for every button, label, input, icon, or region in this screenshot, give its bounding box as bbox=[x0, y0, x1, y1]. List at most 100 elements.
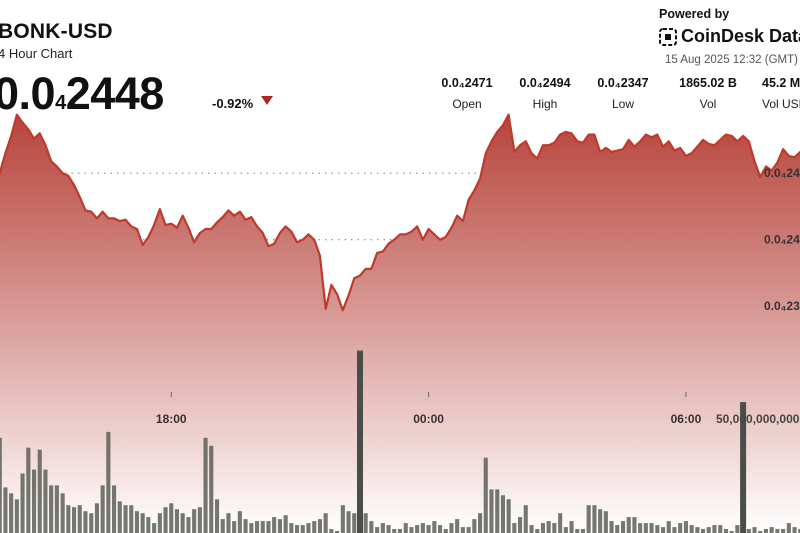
price-axis-label: 0.0₄23 bbox=[764, 299, 800, 313]
volume-bar bbox=[661, 527, 666, 533]
volume-bar bbox=[592, 505, 597, 533]
volume-bar bbox=[335, 531, 340, 533]
volume-bar bbox=[735, 525, 740, 533]
volume-bar bbox=[500, 495, 505, 533]
volume-bar bbox=[466, 527, 471, 533]
volume-bar bbox=[32, 469, 37, 533]
volume-bar bbox=[157, 513, 162, 533]
volume-bar bbox=[752, 527, 757, 533]
volume-bar bbox=[3, 487, 8, 533]
volume-bar bbox=[152, 523, 157, 533]
volume-bar bbox=[60, 493, 65, 533]
volume-bar bbox=[9, 493, 14, 533]
volume-bar bbox=[83, 511, 88, 533]
volume-bar bbox=[518, 517, 523, 533]
volume-bar bbox=[672, 527, 677, 533]
volume-bar bbox=[758, 531, 763, 533]
volume-bar bbox=[701, 529, 706, 533]
price-axis-label: 0.0₄24 bbox=[764, 233, 800, 247]
stat-open-value: 0.0₄2471 bbox=[441, 76, 493, 90]
volume-bar bbox=[523, 505, 528, 533]
time-tick-label: 18:00 bbox=[156, 412, 187, 426]
volume-bar bbox=[43, 469, 48, 533]
volume-bar bbox=[312, 521, 317, 533]
volume-bar bbox=[575, 529, 580, 533]
volume-bar bbox=[20, 473, 25, 533]
volume-bar bbox=[0, 437, 2, 533]
volume-bar bbox=[169, 503, 174, 533]
volume-bar bbox=[146, 517, 151, 533]
volume-bar bbox=[580, 529, 585, 533]
coindesk-data-logo[interactable]: CoinDesk Data bbox=[659, 26, 800, 47]
volume-bar bbox=[386, 525, 391, 533]
volume-bar bbox=[197, 507, 202, 533]
volume-bar bbox=[346, 511, 351, 533]
volume-bar bbox=[552, 523, 557, 533]
volume-bar bbox=[249, 523, 254, 533]
time-tick-label: 06:00 bbox=[671, 412, 702, 426]
volume-bar bbox=[266, 521, 271, 533]
volume-bar bbox=[683, 521, 688, 533]
volume-bars bbox=[0, 350, 800, 533]
volume-bar bbox=[540, 523, 545, 533]
volume-bar bbox=[712, 525, 717, 533]
volume-bar bbox=[220, 519, 225, 533]
stat-high: 0.0₄2494 High bbox=[519, 76, 571, 111]
volume-bar bbox=[706, 527, 711, 533]
volume-bar bbox=[77, 505, 82, 533]
volume-bar bbox=[317, 519, 322, 533]
volume-bar bbox=[232, 521, 237, 533]
volume-bar bbox=[718, 525, 723, 533]
current-price: 0.042448 bbox=[0, 68, 164, 120]
volume-bar bbox=[723, 529, 728, 533]
volume-bar bbox=[609, 521, 614, 533]
volume-bar bbox=[695, 527, 700, 533]
volume-bar bbox=[260, 521, 265, 533]
brand-name: CoinDesk Data bbox=[681, 26, 800, 46]
volume-bar bbox=[295, 525, 300, 533]
volume-bar bbox=[174, 509, 179, 533]
volume-bar bbox=[66, 505, 71, 533]
stat-low: 0.0₄2347 Low bbox=[597, 76, 649, 111]
volume-bar bbox=[489, 489, 494, 533]
volume-bar bbox=[478, 513, 483, 533]
volume-bar bbox=[769, 527, 774, 533]
volume-bar bbox=[546, 521, 551, 533]
volume-bar bbox=[272, 517, 277, 533]
volume-bar bbox=[375, 527, 380, 533]
volume-bar bbox=[655, 525, 660, 533]
volume-bar bbox=[134, 511, 139, 533]
volume-bar bbox=[781, 529, 786, 533]
price-change: -0.92% bbox=[212, 96, 254, 111]
volume-bar bbox=[558, 513, 563, 533]
volume-bar bbox=[621, 521, 626, 533]
volume-bar bbox=[323, 513, 328, 533]
volume-bar bbox=[352, 513, 357, 533]
volume-bar bbox=[112, 485, 117, 533]
volume-bar bbox=[798, 529, 800, 533]
volume-bar bbox=[300, 525, 305, 533]
volume-bar bbox=[237, 511, 242, 533]
pair-title: BONK-USD bbox=[0, 20, 113, 43]
volume-bar bbox=[586, 505, 591, 533]
volume-bar bbox=[72, 507, 77, 533]
coindesk-logo-icon bbox=[659, 27, 677, 46]
volume-bar bbox=[306, 523, 311, 533]
volume-bar bbox=[37, 449, 42, 533]
stat-high-label: High bbox=[532, 97, 558, 111]
volume-bar bbox=[277, 519, 282, 533]
volume-bar bbox=[535, 529, 540, 533]
volume-bar bbox=[763, 529, 768, 533]
volume-bar bbox=[100, 485, 105, 533]
volume-spike-bar bbox=[740, 402, 747, 533]
volume-bar bbox=[106, 431, 111, 533]
volume-bar bbox=[363, 513, 368, 533]
stat-vol-usd: 45.2 M Vol USD bbox=[762, 76, 800, 111]
volume-bar bbox=[649, 523, 654, 533]
volume-bar bbox=[409, 527, 414, 533]
volume-bar bbox=[329, 529, 334, 533]
volume-bar bbox=[123, 505, 128, 533]
volume-bar bbox=[192, 509, 197, 533]
volume-bar bbox=[243, 519, 248, 533]
volume-bar bbox=[163, 507, 168, 533]
